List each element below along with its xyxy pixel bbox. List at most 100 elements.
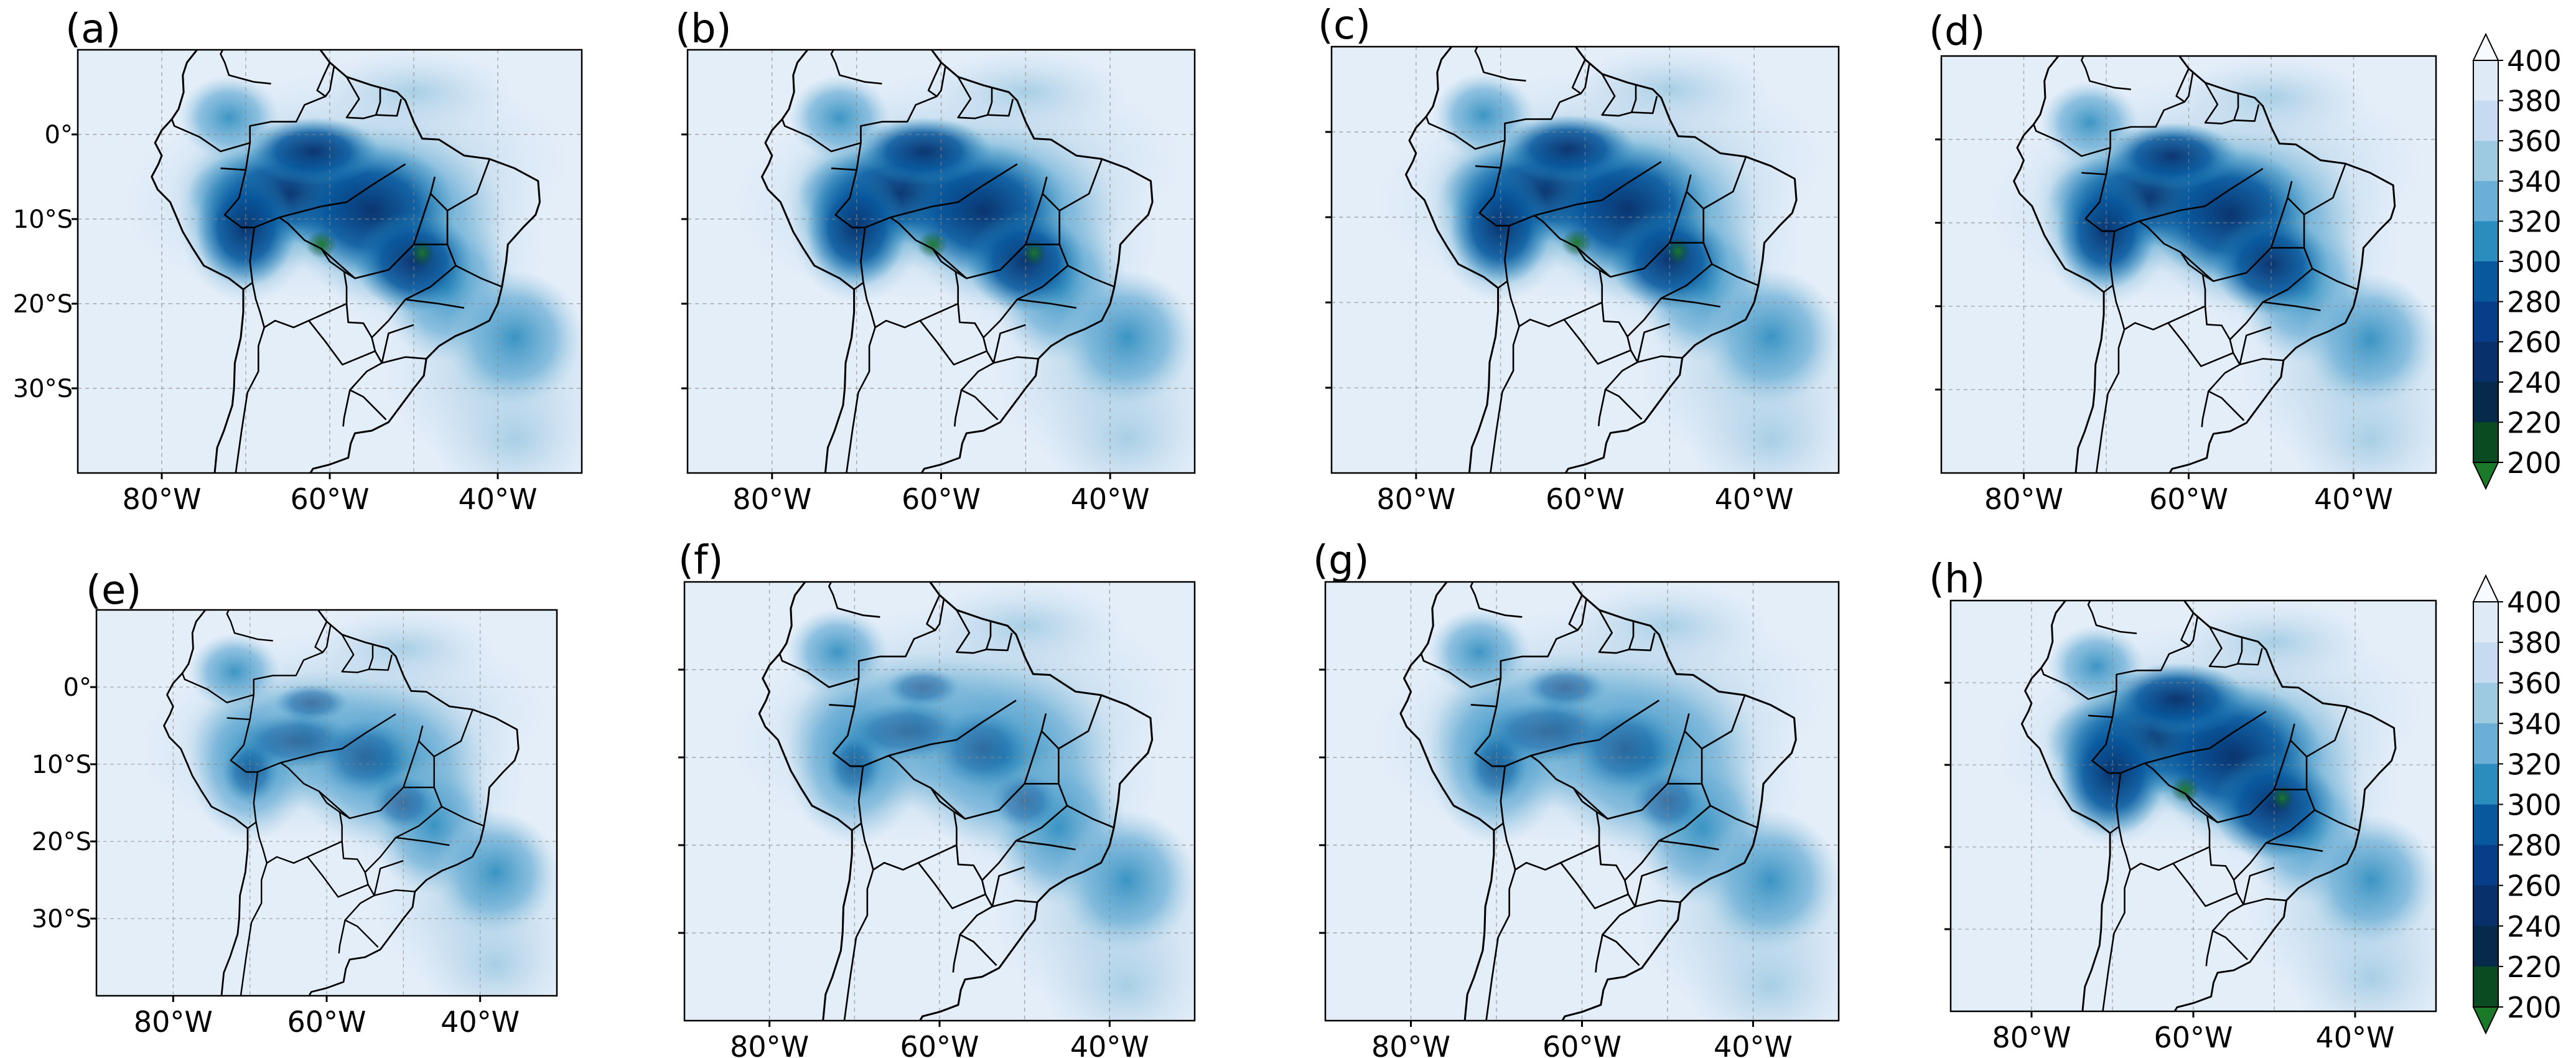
colorbar-segment (2473, 925, 2498, 967)
country-border (1626, 242, 1713, 337)
country-border (1067, 264, 1115, 288)
country-border (960, 350, 999, 421)
country-border (429, 159, 490, 212)
country-border (1710, 805, 1758, 829)
country-border (981, 783, 1068, 881)
country-border (1637, 355, 1682, 363)
field-blob (1701, 810, 1839, 951)
colorbar-segment (2473, 301, 2498, 342)
country-border (181, 673, 254, 703)
field-blob (1059, 269, 1195, 406)
map-area (1941, 39, 2469, 515)
map-panel: (h) 80°W 60°W 40°W (1929, 556, 2468, 1054)
lon-tick-label: 40°W (1715, 482, 1794, 516)
country-border (2201, 391, 2210, 428)
field-blob (311, 610, 496, 688)
colorbar-segment (2473, 382, 2498, 423)
country-border (2208, 626, 2243, 668)
country-border (1629, 632, 1656, 652)
country-border (230, 719, 259, 829)
country-border (2091, 717, 2122, 834)
country-border (2233, 789, 2316, 881)
panels-group: (a) 80°W 60°W 40°W 0° 10°S 20°S 30°S (b) 80°W 60°W… (13, 2, 2469, 1058)
country-border (2239, 358, 2284, 366)
country-border (1475, 63, 1590, 169)
country-border (986, 632, 1013, 652)
field-blob (2177, 601, 2371, 683)
panel-label: (d) (1929, 9, 1986, 55)
country-border (2180, 197, 2289, 283)
country-border (987, 98, 1014, 117)
country-border (1066, 805, 1114, 829)
country-border (860, 754, 958, 871)
field-blob-min (1666, 237, 1691, 265)
country-border (405, 298, 465, 309)
country-border (2180, 612, 2195, 647)
map-panel: (b) 80°W 60°W 40°W (675, 6, 1228, 516)
country-border (2243, 897, 2287, 906)
country-border (862, 217, 959, 329)
country-border (2262, 301, 2321, 311)
country-border (318, 741, 420, 819)
country-border (345, 76, 381, 119)
lon-tick-label: 60°W (2149, 482, 2228, 516)
colorbar-segment (2473, 966, 2498, 1008)
country-border (1636, 323, 1670, 363)
country-border (1598, 609, 1635, 654)
country-border (344, 884, 379, 948)
country-border (952, 934, 961, 973)
country-border (1604, 350, 1643, 420)
map-field (1951, 601, 2437, 1012)
colorbar-segment (2473, 60, 2498, 101)
map-field (688, 50, 1195, 473)
country-border (373, 859, 404, 896)
country-border (917, 845, 987, 909)
colorbar-extend-min (2472, 1006, 2499, 1035)
country-border (1024, 748, 1060, 785)
lon-tick-label: 80°W (134, 1005, 213, 1039)
colorbar-segment (2473, 683, 2498, 724)
country-border (2139, 167, 2264, 222)
country-border (170, 119, 251, 152)
coastline (2020, 601, 2397, 1012)
field-blob (1564, 582, 1771, 670)
coastline (151, 50, 541, 473)
country-border (846, 327, 876, 473)
colorbar-extend-max (2472, 574, 2499, 602)
coastline (163, 610, 520, 996)
country-border (1425, 116, 1505, 150)
field-blob (786, 608, 889, 696)
colorbar-segment (2473, 885, 2498, 927)
country-border (1601, 73, 1637, 117)
colorbar-segment (2473, 723, 2498, 764)
panel-label: (b) (675, 6, 732, 52)
colorbar-tick-label: 260 (2507, 869, 2562, 903)
country-border (1568, 594, 1583, 631)
field-blob (2303, 273, 2437, 406)
lon-tick-label: 60°W (287, 1005, 366, 1039)
country-border (235, 327, 265, 473)
country-border (2202, 273, 2214, 282)
lon-tick-label: 60°W (900, 1030, 979, 1058)
country-border (926, 594, 941, 631)
colorbar-tick-label: 280 (2507, 286, 2562, 319)
colorbar-segment (2473, 221, 2498, 262)
panel-label: (g) (1313, 538, 1370, 584)
country-border (220, 66, 335, 171)
map-area (684, 564, 1229, 1058)
country-border (2314, 809, 2359, 831)
colorbar: 400 380 360 340 320 300 280 260 240 220 200 (2472, 574, 2562, 1035)
country-border (2033, 124, 2111, 157)
country-border (349, 350, 387, 421)
lon-tick-label: 80°W (1371, 1030, 1450, 1058)
field-blob (434, 810, 557, 934)
country-border (1563, 302, 1632, 365)
country-border (226, 625, 332, 721)
lat-tick-label: 10°S (32, 751, 91, 779)
country-border (374, 889, 415, 896)
field-blob (1500, 115, 1636, 184)
colorbar-extend-max (2472, 32, 2499, 61)
coastline (1399, 582, 1797, 1021)
coastline (1404, 47, 1798, 474)
